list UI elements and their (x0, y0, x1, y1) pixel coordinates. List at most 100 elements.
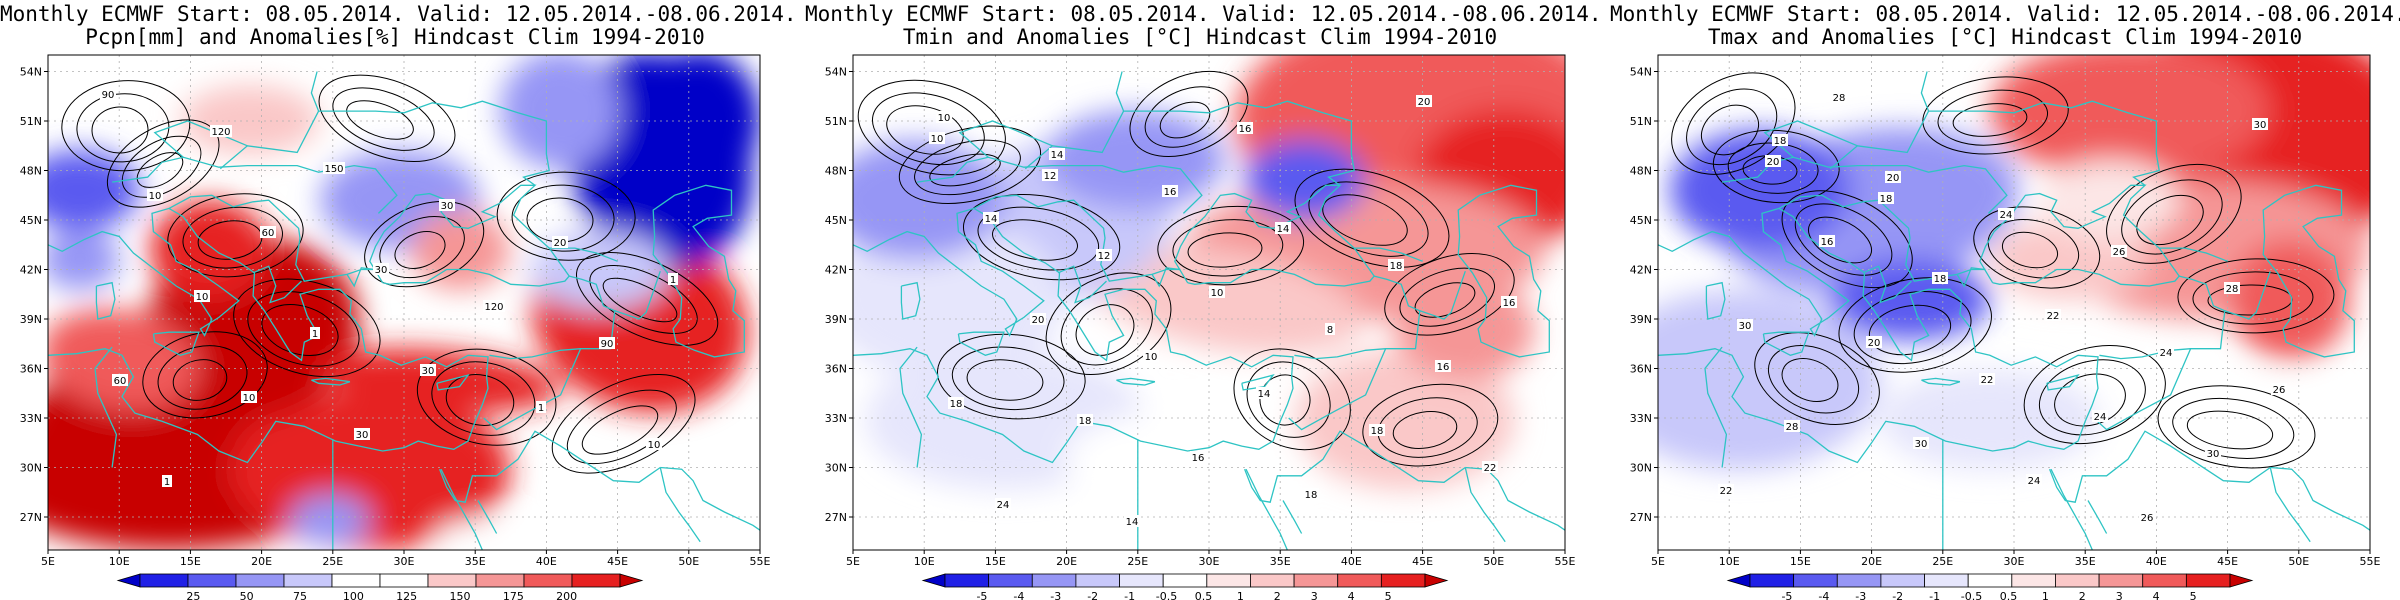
coastline-segment (2270, 466, 2370, 531)
lat-label: 54N (825, 66, 847, 79)
colorbar-label: -0.5 (1156, 590, 1177, 600)
colorbar-label: -2 (1892, 590, 1903, 600)
isoline (966, 359, 1044, 401)
lon-label: 50E (2288, 555, 2309, 568)
isoline (962, 193, 1121, 281)
lon-label: 40E (2146, 555, 2167, 568)
colorbar-high-end (1424, 573, 1449, 588)
colorbar-label: 75 (293, 590, 307, 600)
lat-label: 51N (825, 115, 847, 128)
lat-label: 39N (1630, 313, 1652, 326)
isoline (2136, 194, 2204, 246)
colorbar-segment (2142, 573, 2187, 588)
isoline (2186, 410, 2274, 450)
lon-label: 40E (536, 555, 557, 568)
isoline (496, 171, 636, 261)
coastline-segment (440, 468, 484, 550)
anomaly-region (48, 150, 140, 230)
contour-label-bg (1209, 286, 1225, 298)
contour-label: 18 (1305, 490, 1318, 501)
colorbar-segment (379, 573, 429, 588)
coastline-segment (2132, 153, 2160, 186)
map-svg: 1820242628301618222426282022243022283024… (1630, 54, 2381, 600)
contour-label: 10 (1211, 288, 1224, 299)
colorbar-segment (1206, 573, 1251, 588)
panel-precipitation: Monthly ECMWF Start: 08.05.2014. Valid: … (0, 0, 797, 600)
contour-label-bg (646, 438, 662, 450)
isoline (1671, 72, 1796, 175)
colorbar-label: 5 (1385, 590, 1392, 600)
contour-label: 14 (1126, 517, 1139, 528)
coastline-segment (1288, 348, 1387, 431)
coastline-segment (1024, 110, 1125, 170)
colorbar-label: 2 (1274, 590, 1281, 600)
isoline (1129, 70, 1249, 158)
isoline (142, 331, 268, 419)
isoline (2038, 359, 2146, 436)
colorbar-segment (1924, 573, 1969, 588)
contour-label-bg (1049, 148, 1065, 160)
grid-lines (48, 55, 760, 550)
isoline (261, 304, 339, 356)
lon-label: 50E (1483, 555, 1504, 568)
contour-label-bg (100, 88, 116, 100)
colorbar-segment (1836, 573, 1882, 588)
coastline-segment (219, 110, 320, 170)
isoline (233, 278, 381, 378)
lat-label: 45N (20, 214, 42, 227)
contour-label: 20 (1868, 338, 1881, 349)
contour-label: 10 (149, 191, 162, 202)
colorbar-segment (1793, 573, 1838, 588)
lat-label: 33N (825, 412, 847, 425)
isoline (247, 291, 360, 367)
colorbar-segment (1380, 573, 1426, 588)
colorbar-segment (1162, 573, 1208, 588)
isoline (1754, 332, 1880, 425)
colorbar-segment (1075, 573, 1120, 588)
colorbar-segment (988, 573, 1033, 588)
isoline (2177, 258, 2335, 334)
lat-label: 27N (20, 511, 42, 524)
contour-label-bg (1190, 451, 1206, 463)
isoline (1712, 129, 1840, 204)
colorbar-segment (187, 573, 237, 588)
isoline (182, 206, 283, 269)
colorbar-segment (331, 573, 381, 588)
coastline-segment (2099, 275, 2226, 360)
contour-label-bg (552, 236, 568, 248)
coastline-segment (1116, 377, 1156, 386)
anomaly-region (180, 85, 320, 155)
contour-label-bg (210, 125, 232, 137)
isoline (1384, 253, 1515, 336)
contour-label-bg (147, 189, 163, 201)
lat-label: 33N (20, 412, 42, 425)
lon-label: 10E (109, 555, 130, 568)
colorbar-low-end (1726, 573, 1751, 588)
isoline (1144, 86, 1230, 148)
anomaly-region (2100, 370, 2360, 510)
colorbar-label: -4 (1013, 590, 1024, 600)
coastline-segment (2262, 184, 2355, 358)
contour-label: 20 (554, 238, 567, 249)
contour-label-bg (354, 428, 370, 440)
contour-label-group: 90 120 150 30 20 1 10 60 30 120 90 60 10 1 30 1 10 1 10 30 (100, 88, 678, 488)
isoline (1362, 383, 1499, 467)
colorbar-segment (427, 573, 477, 588)
isoline (157, 345, 248, 410)
colorbar-label: -1 (1929, 590, 1940, 600)
contour-label-bg (995, 498, 1011, 510)
coastline-segment (900, 281, 921, 320)
coastline-segment (94, 346, 118, 468)
map-svg: 1014161418161412108161820101418222418161… (825, 54, 1576, 600)
contour-label-bg (1979, 373, 1995, 385)
isoline (575, 251, 719, 346)
contour-label-bg (1772, 134, 1788, 146)
anomaly-region (1045, 110, 1225, 210)
contour-label: 18 (1934, 274, 1947, 285)
contour-label-bg (2026, 474, 2042, 486)
anomaly-shading (853, 55, 1565, 510)
contour-label: 24 (997, 500, 1010, 511)
isoline (445, 374, 515, 426)
lat-label: 42N (1630, 264, 1652, 277)
contour-label-bg (2111, 245, 2127, 257)
